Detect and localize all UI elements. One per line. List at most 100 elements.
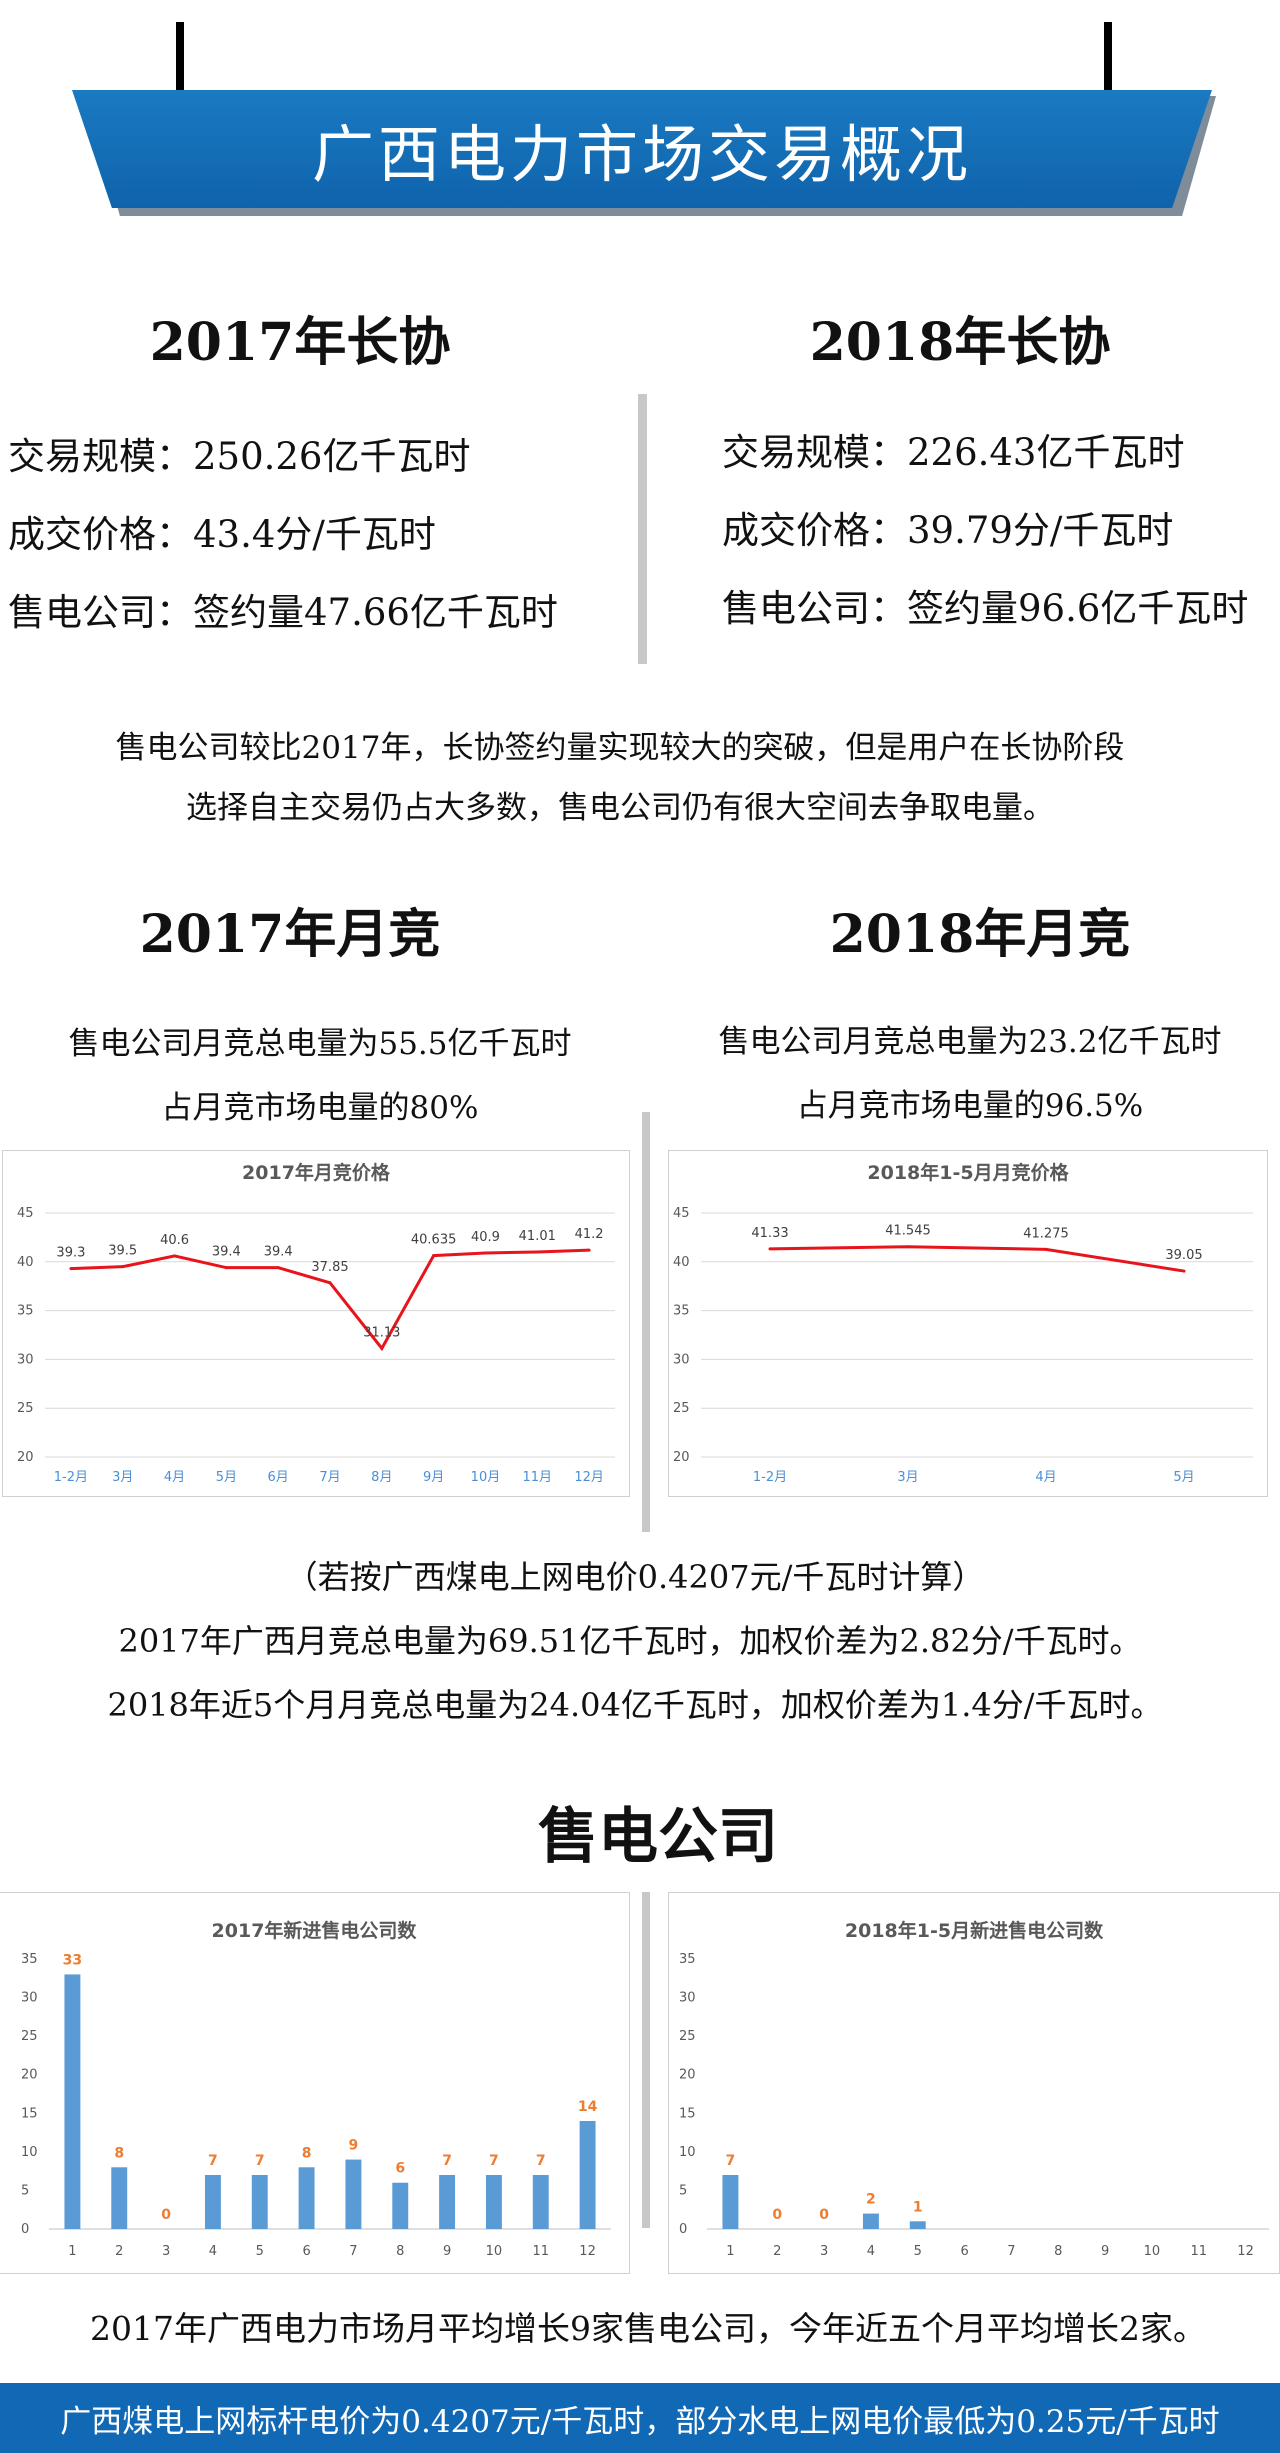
data-label: 1 — [913, 2199, 923, 2215]
y-tick-label: 15 — [21, 2106, 38, 2121]
data-label: 8 — [114, 2145, 124, 2161]
x-tick-label: 3月 — [897, 1470, 918, 1485]
bar — [485, 2175, 502, 2229]
data-point — [224, 1266, 228, 1270]
bar — [251, 2175, 268, 2229]
x-tick-label: 4月 — [164, 1470, 185, 1485]
heading-2018-monthly: 2018年月竞 — [829, 904, 1131, 965]
y-tick-label: 30 — [673, 1352, 690, 1367]
chart-title: 2018年1-5月月竞价格 — [867, 1161, 1069, 1184]
y-tick-label: 35 — [679, 1952, 696, 1967]
y-tick-label: 20 — [21, 2068, 38, 2083]
heading-2018-long-term: 2018年长协 — [809, 312, 1111, 373]
data-label: 0 — [161, 2207, 171, 2223]
chart-2018-monthly-price: 2018年1-5月月竞价格 20 25 30 35 40 45 1-2月 3月 4月 5月 41.33… — [668, 1150, 1268, 1497]
retailers-heading: 售电公司 — [538, 1802, 778, 1872]
chart-2017-new-retailers: 2017年新进售电公司数 0 5 10 15 20 25 30 35 1 2 3 4 5 6 7 8 9 10 11 1… — [0, 1892, 630, 2274]
x-tick-label: 9 — [443, 2244, 451, 2259]
data-label: 7 — [489, 2153, 499, 2169]
lt2018-scale: 交易规模：226.43亿千瓦时 — [722, 431, 1185, 474]
y-tick-label: 0 — [21, 2222, 29, 2237]
data-point — [121, 1265, 125, 1269]
data-label: 31.13 — [363, 1325, 400, 1340]
heading-2017-monthly: 2017年月竞 — [139, 904, 441, 965]
y-tick-label: 0 — [679, 2222, 687, 2237]
monthly-2018-line2: 占月竞市场电量的96.5% — [796, 1088, 1144, 1124]
data-point — [587, 1248, 591, 1252]
page-title: 广西电力市场交易概况 — [311, 118, 972, 191]
bar — [862, 2213, 879, 2229]
x-tick-label: 10 — [1144, 2244, 1161, 2259]
x-tick-label: 7 — [1007, 2244, 1015, 2259]
monthly-note3: 2018年近5个月月竞总电量为24.04亿千瓦时，加权价差为1.4分/千瓦时。 — [107, 1686, 1163, 1724]
data-label: 39.3 — [56, 1246, 85, 1261]
x-tick-label: 9月 — [423, 1470, 444, 1485]
bar — [64, 1974, 81, 2229]
data-label: 9 — [349, 2138, 359, 2154]
bar — [298, 2167, 315, 2229]
x-tick-label: 2 — [773, 2244, 781, 2259]
data-label: 7 — [208, 2153, 218, 2169]
footer-banner: 广西煤电上网标杆电价为0.4207元/千瓦时，部分水电上网电价最低为0.25元/… — [0, 2383, 1280, 2453]
y-tick-label: 10 — [21, 2145, 38, 2160]
data-label: 37.85 — [311, 1260, 348, 1275]
x-tick-label: 4月 — [1035, 1470, 1056, 1485]
y-tick-label: 45 — [673, 1206, 690, 1221]
chart-2017-monthly-price-svg: 2017年月竞价格 20 25 30 35 40 45 1-2月 3月 4月 5月 6月 7月 8月 9月 1… — [17, 1161, 615, 1485]
data-point — [535, 1250, 539, 1254]
x-tick-label: 12 — [579, 2244, 596, 2259]
data-label: 8 — [302, 2145, 312, 2161]
y-tick-label: 20 — [679, 2068, 696, 2083]
x-tick-label: 1 — [726, 2244, 734, 2259]
data-point — [1182, 1269, 1186, 1273]
data-label: 7 — [442, 2153, 452, 2169]
lt2017-retail: 售电公司：签约量47.66亿千瓦时 — [8, 591, 558, 634]
banner-pole-left — [176, 22, 184, 92]
data-label: 39.5 — [108, 1244, 137, 1259]
y-tick-label: 35 — [17, 1304, 34, 1319]
x-tick-label: 5 — [914, 2244, 922, 2259]
x-tick-label: 11 — [532, 2244, 549, 2259]
y-tick-label: 45 — [17, 1206, 34, 1221]
x-tick-label: 6 — [302, 2244, 310, 2259]
long-term-comment-line1: 售电公司较比2017年，长协签约量实现较大的突破，但是用户在长协阶段 — [115, 730, 1125, 766]
data-label: 14 — [578, 2099, 598, 2115]
x-tick-label: 8 — [396, 2244, 404, 2259]
x-tick-label: 4 — [209, 2244, 217, 2259]
x-tick-label: 1 — [68, 2244, 76, 2259]
x-tick-label: 4 — [867, 2244, 875, 2259]
lt2017-price: 成交价格：43.4分/千瓦时 — [8, 513, 436, 556]
bar — [579, 2121, 596, 2229]
x-tick-label: 12 — [1237, 2244, 1254, 2259]
y-tick-label: 35 — [21, 1952, 38, 1967]
lt2018-price: 成交价格：39.79分/千瓦时 — [722, 509, 1174, 552]
x-tick-label: 8 — [1054, 2244, 1062, 2259]
monthly-2018-line1: 售电公司月竞总电量为23.2亿千瓦时 — [718, 1024, 1222, 1060]
y-tick-label: 40 — [17, 1255, 34, 1270]
bar — [722, 2175, 739, 2229]
x-tick-label: 6 — [960, 2244, 968, 2259]
x-tick-label: 7月 — [319, 1470, 340, 1485]
bar — [909, 2221, 926, 2229]
x-tick-label: 5月 — [1173, 1470, 1194, 1485]
banner-pole-right — [1104, 22, 1112, 92]
monthly-note2: 2017年广西月竞总电量为69.51亿千瓦时，加权价差为2.82分/千瓦时。 — [118, 1622, 1142, 1660]
data-label: 0 — [772, 2207, 782, 2223]
x-tick-label: 9 — [1101, 2244, 1109, 2259]
footer-text: 广西煤电上网标杆电价为0.4207元/千瓦时，部分水电上网电价最低为0.25元/… — [60, 2403, 1220, 2440]
monthly-2017-line1: 售电公司月竞总电量为55.5亿千瓦时 — [68, 1026, 572, 1062]
retailers-summary: 2017年广西电力市场月平均增长9家售电公司，今年近五个月平均增长2家。 — [90, 2309, 1206, 2348]
long-term-comment-line2: 选择自主交易仍占大多数，售电公司仍有很大空间去争取电量。 — [186, 790, 1054, 826]
x-tick-label: 10 — [486, 2244, 503, 2259]
data-label: 40.6 — [160, 1233, 189, 1248]
y-tick-label: 5 — [21, 2183, 29, 2198]
chart-2018-new-retailers: 2018年1-5月新进售电公司数 0 5 10 15 20 25 30 35 1 2 3 4 5 6 7 8 9 1… — [668, 1892, 1280, 2274]
data-label: 41.01 — [519, 1229, 556, 1244]
data-point — [69, 1267, 73, 1271]
data-label: 0 — [819, 2207, 829, 2223]
bar — [204, 2175, 221, 2229]
x-tick-label: 11 — [1190, 2244, 1207, 2259]
section-divider — [638, 394, 647, 664]
data-label: 2 — [866, 2192, 876, 2208]
